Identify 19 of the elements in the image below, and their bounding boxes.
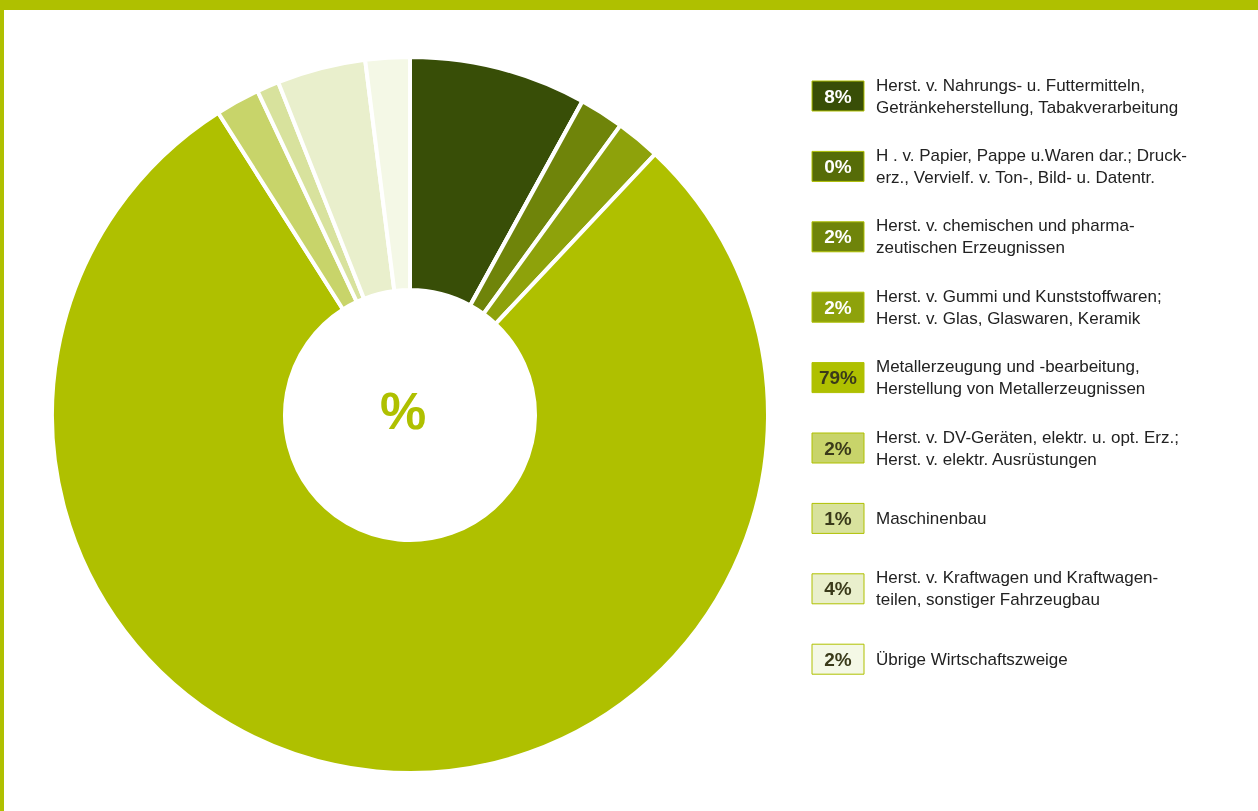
text: % xyxy=(380,382,427,440)
legend-label: Herst. v. chemischen und pharma- zeutischen Erzeugnissen xyxy=(876,216,1135,258)
legend-label: Metallerzeugung und -bearbeitung, Herstellung von Metallerzeugnissen xyxy=(876,357,1146,399)
data-label: 79% xyxy=(818,367,858,389)
legend-label: Maschinenbau xyxy=(876,508,987,528)
data-label: 1% xyxy=(824,507,852,529)
legend-label: Übrige Wirtschaftszweige xyxy=(876,649,1068,669)
data-label: 4% xyxy=(824,578,852,600)
data-label: 8% xyxy=(824,85,852,107)
legend-label: Herst. v. DV-Geräten, elektr. u. opt. Erz.; Herst. v. elektr. Ausrüstungen xyxy=(876,427,1179,469)
legend-label: Herst. v. Nahrungs- u. Futtermitteln, Getränkeherstellung, Tabakverarbeitung xyxy=(876,75,1179,117)
legend-label: H . v. Papier, Pappe u.Waren dar.; Druck- erz., Vervielf. v. Ton-, Bild- u. Datentr. xyxy=(876,145,1187,187)
legend-label: Herst. v. Kraftwagen und Kraftwagen- teilen, sonstiger Fahrzeugbau xyxy=(876,568,1159,610)
data-label: 2% xyxy=(824,296,852,318)
text: 0% xyxy=(824,155,852,177)
data-label: 2% xyxy=(824,226,852,248)
data-label: 2% xyxy=(824,648,852,670)
legend-label: Herst. v. Gummi und Kunststoffwaren; Herst. v. Glas, Glaswaren, Keramik xyxy=(876,286,1162,328)
data-label: 2% xyxy=(824,437,852,459)
